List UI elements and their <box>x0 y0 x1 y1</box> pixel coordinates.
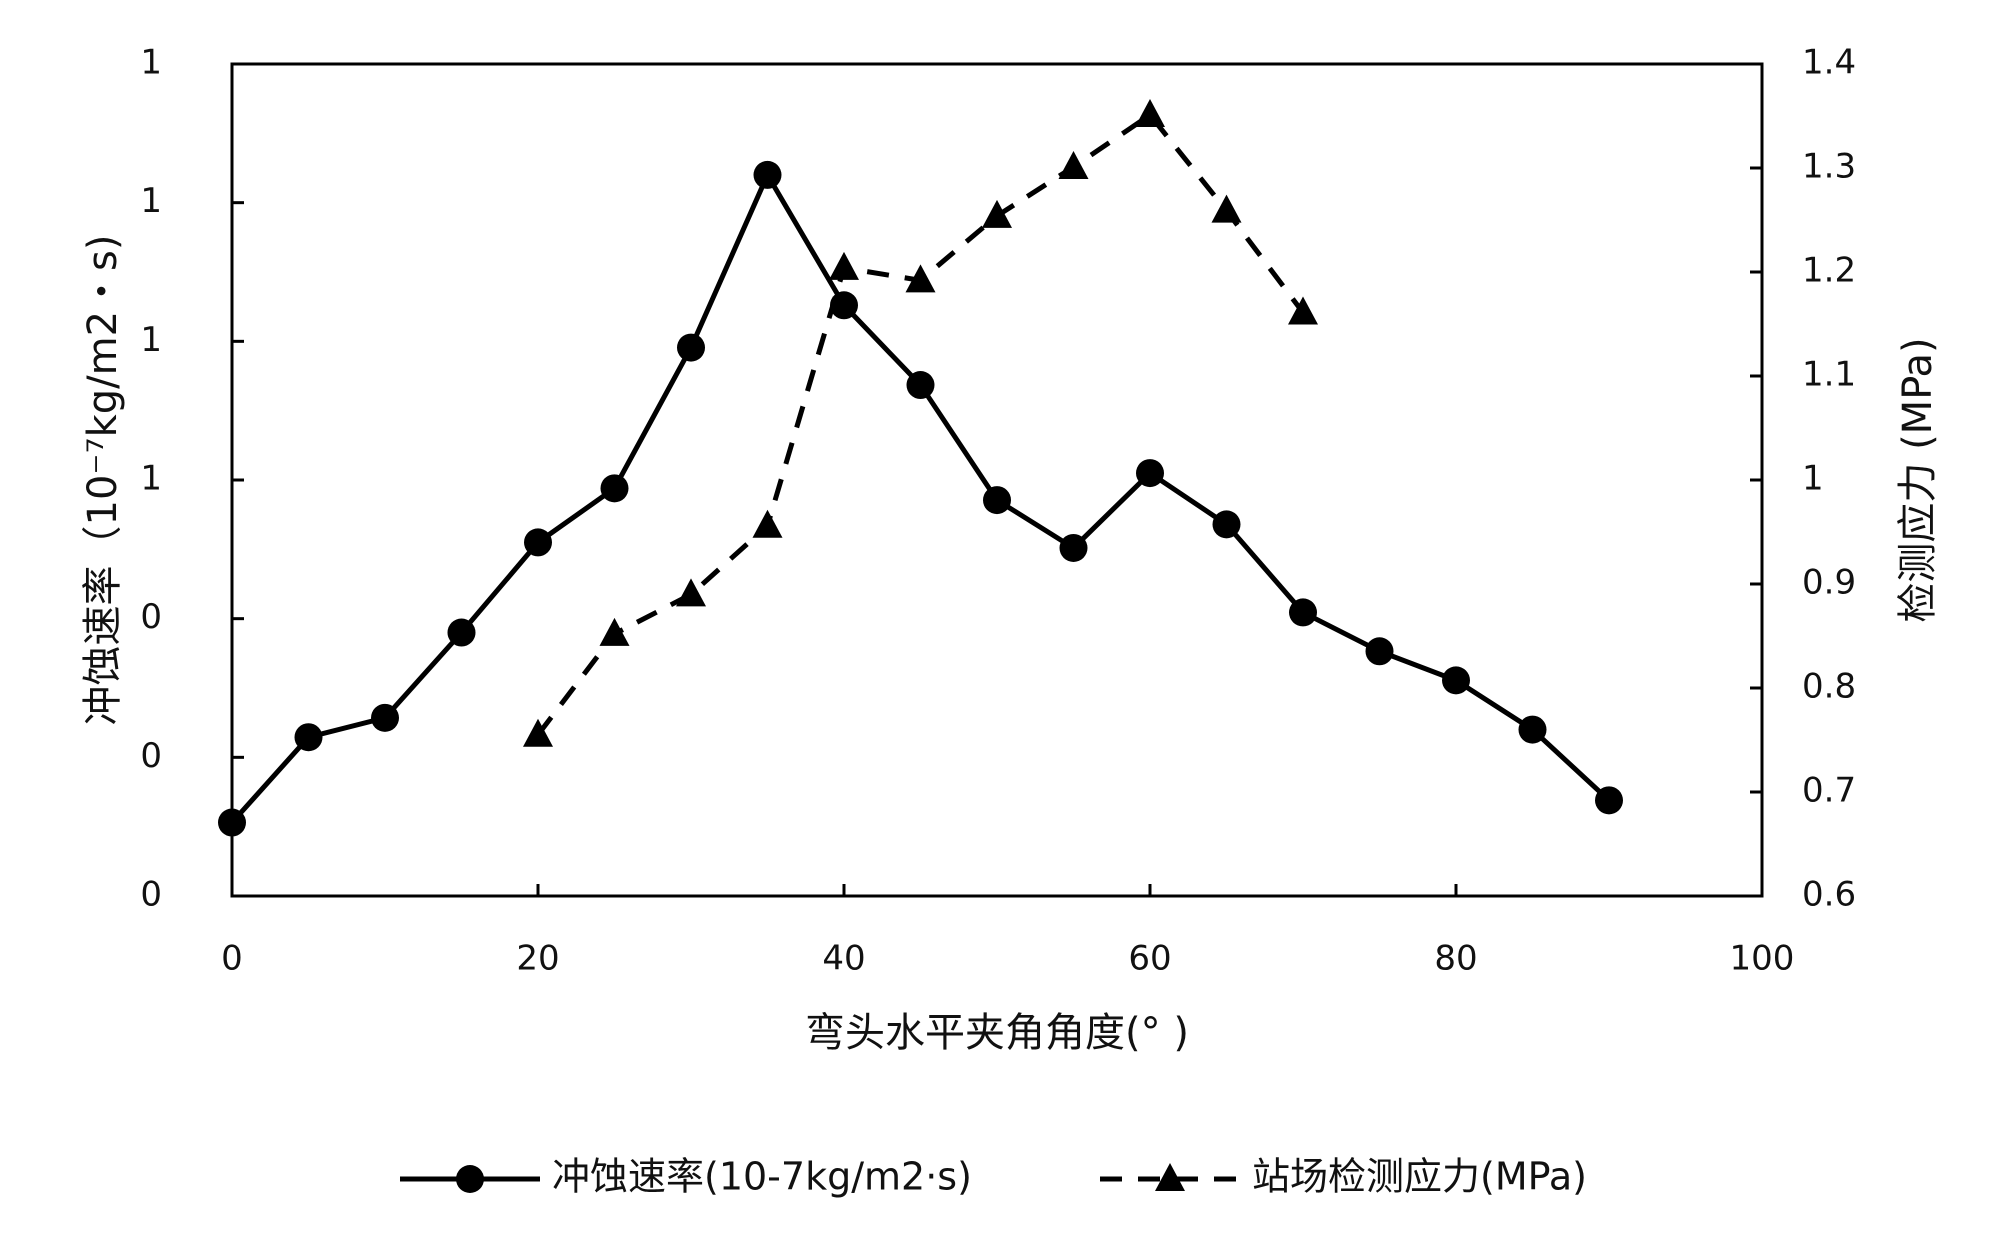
data-point <box>1136 459 1164 488</box>
data-point <box>1442 666 1470 695</box>
y2-axis-title: 检测应力 (MPa) <box>1895 337 1941 622</box>
data-point <box>1289 598 1317 627</box>
data-point <box>905 264 936 293</box>
data-point <box>371 703 399 732</box>
data-point <box>1365 637 1394 666</box>
data-point <box>599 617 630 646</box>
y-tick-label: 1 <box>140 181 162 221</box>
legend-label: 冲蚀速率(10-7kg/m2·s) <box>552 1155 972 1199</box>
data-point <box>1211 194 1242 223</box>
data-point <box>600 474 629 503</box>
y-tick-label: 0 <box>140 736 162 776</box>
y-tick-label: 0 <box>140 597 162 637</box>
legend-marker <box>456 1165 484 1193</box>
y-tick-label: 1 <box>140 320 162 360</box>
y2-tick-label: 0.9 <box>1802 563 1856 603</box>
data-point <box>218 808 246 837</box>
y2-tick-label: 1.3 <box>1802 147 1856 187</box>
data-point <box>1058 150 1089 179</box>
y2-tick-label: 1.4 <box>1802 43 1856 83</box>
y-tick-label: 1 <box>140 459 162 499</box>
data-point <box>1212 510 1241 539</box>
y2-tick-label: 0.8 <box>1802 667 1856 707</box>
data-point <box>676 578 706 607</box>
y-tick-label: 1 <box>140 43 162 83</box>
y2-tick-label: 1.1 <box>1802 355 1856 395</box>
y2-tick-label: 1.2 <box>1802 251 1856 291</box>
x-tick-label: 80 <box>1434 939 1477 979</box>
data-point <box>1059 533 1088 562</box>
data-point <box>982 199 1012 228</box>
data-point <box>983 486 1011 515</box>
data-point <box>753 160 782 189</box>
y2-tick-label: 1 <box>1802 459 1824 499</box>
y2-tick-label: 0.7 <box>1802 771 1856 811</box>
data-point <box>447 618 476 647</box>
legend-label: 站场检测应力(MPa) <box>1252 1155 1587 1199</box>
x-tick-label: 100 <box>1730 939 1795 979</box>
data-point <box>1518 715 1547 744</box>
data-point <box>1288 296 1318 325</box>
data-point <box>829 251 859 280</box>
x-tick-label: 20 <box>516 939 559 979</box>
y-tick-label: 0 <box>140 875 162 915</box>
series-line <box>536 111 1305 737</box>
y2-tick-label: 0.6 <box>1802 875 1856 915</box>
data-point <box>677 333 705 362</box>
data-point <box>523 718 553 747</box>
y-axis-title: 冲蚀速率（10⁻⁷kg/m2・s) <box>80 235 126 726</box>
data-point <box>1135 98 1165 127</box>
x-axis-title: 弯头水平夹角角度(° ) <box>805 1010 1189 1056</box>
legend-marker <box>1155 1163 1185 1191</box>
x-tick-label: 40 <box>822 939 865 979</box>
data-point <box>294 723 323 752</box>
data-point <box>1595 786 1623 815</box>
x-tick-label: 60 <box>1128 939 1171 979</box>
plot-frame <box>230 62 1764 898</box>
x-tick-label: 0 <box>221 939 243 979</box>
data-point <box>752 509 783 538</box>
data-point <box>524 528 552 557</box>
data-point <box>906 371 935 400</box>
